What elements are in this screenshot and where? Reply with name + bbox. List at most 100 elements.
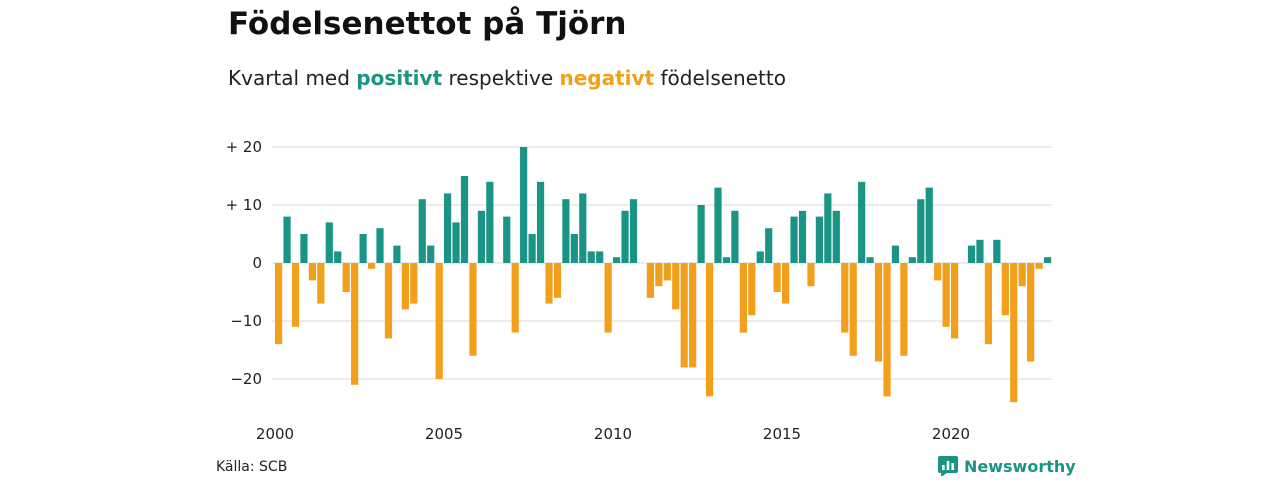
bar xyxy=(765,228,773,263)
bar xyxy=(790,216,798,263)
bar xyxy=(503,216,511,263)
bar xyxy=(1043,257,1052,263)
bar xyxy=(351,263,359,385)
bar xyxy=(748,263,756,316)
bar xyxy=(435,263,443,379)
bar xyxy=(705,263,714,397)
y-tick-label: −10 xyxy=(230,312,262,330)
bar xyxy=(984,263,992,345)
bar xyxy=(798,210,807,263)
bar xyxy=(570,234,578,263)
x-tick-label: 2020 xyxy=(932,425,970,443)
bar xyxy=(841,263,849,333)
bar xyxy=(951,263,959,339)
bar xyxy=(967,245,976,263)
bar xyxy=(629,199,638,263)
x-axis-labels: 2000 2005 2010 2015 2020 xyxy=(256,425,970,443)
bar xyxy=(410,263,418,304)
x-tick-label: 2005 xyxy=(425,425,463,443)
bar xyxy=(900,263,908,356)
bar xyxy=(874,263,883,362)
bar xyxy=(342,263,350,292)
subtitle-negative-word: negativt xyxy=(559,66,655,90)
bar xyxy=(908,257,916,263)
bar xyxy=(520,147,528,263)
bar xyxy=(1001,263,1009,316)
bar xyxy=(925,187,933,263)
bar xyxy=(782,263,790,304)
bar xyxy=(756,251,764,263)
bar xyxy=(427,245,435,263)
bar xyxy=(460,176,469,263)
bar xyxy=(621,210,629,263)
source-note: Källa: SCB xyxy=(216,459,288,475)
bar xyxy=(528,234,536,263)
bar xyxy=(469,263,477,356)
bar xyxy=(883,263,891,397)
bar xyxy=(663,263,671,281)
bar xyxy=(1010,263,1018,403)
bar xyxy=(815,216,823,263)
bar xyxy=(849,263,857,356)
bar xyxy=(613,257,621,263)
bar xyxy=(672,263,680,310)
bar xyxy=(1018,263,1026,287)
bar xyxy=(317,263,325,304)
bar xyxy=(976,239,984,263)
subtitle-positive-word: positivt xyxy=(356,66,443,90)
bar xyxy=(1027,263,1035,362)
bar xyxy=(545,263,553,304)
subtitle-post: födelsenetto xyxy=(660,66,786,90)
bar xyxy=(807,263,815,287)
bar xyxy=(680,263,688,368)
bar xyxy=(283,216,291,263)
newsworthy-icon xyxy=(938,456,958,476)
brand-logo: Newsworthy xyxy=(938,456,1076,476)
bar xyxy=(697,205,705,263)
bar xyxy=(477,210,485,263)
x-tick-label: 2000 xyxy=(256,425,294,443)
bar xyxy=(367,263,376,269)
bar xyxy=(655,263,663,287)
bar xyxy=(384,263,393,339)
bar xyxy=(401,263,409,310)
y-tick-label: + 10 xyxy=(226,196,262,214)
bar xyxy=(562,199,570,263)
bar xyxy=(393,245,401,263)
chart-title: Födelsenettot på Tjörn xyxy=(228,6,627,42)
x-tick-label: 2010 xyxy=(594,425,632,443)
bar xyxy=(646,263,654,298)
bar xyxy=(486,181,494,263)
x-tick-label: 2015 xyxy=(763,425,801,443)
subtitle-pre: Kvartal med xyxy=(228,66,350,90)
bar xyxy=(858,181,866,263)
bar xyxy=(275,263,283,345)
bar xyxy=(731,210,739,263)
bar xyxy=(300,234,308,263)
bar xyxy=(824,193,832,263)
bar xyxy=(739,263,747,333)
bar xyxy=(511,263,519,333)
bar xyxy=(722,257,731,263)
y-tick-label: −20 xyxy=(230,370,262,388)
bar xyxy=(934,263,942,281)
bar xyxy=(334,251,342,263)
bar xyxy=(917,199,925,263)
y-axis-labels: + 20 + 10 0 −10 −20 xyxy=(226,138,262,388)
bar xyxy=(714,187,722,263)
bar xyxy=(376,228,384,263)
bar xyxy=(418,199,426,263)
y-tick-label: 0 xyxy=(252,254,262,272)
bar xyxy=(291,263,300,327)
bar xyxy=(587,251,595,263)
bar xyxy=(832,210,840,263)
bar xyxy=(689,263,697,368)
bar xyxy=(604,263,612,333)
chart-subtitle: Kvartal med positivt respektive negativt… xyxy=(228,66,786,90)
bars xyxy=(275,147,1052,403)
bar xyxy=(308,263,316,281)
bar xyxy=(452,222,460,263)
brand-name: Newsworthy xyxy=(964,456,1076,476)
bar xyxy=(1035,263,1043,269)
